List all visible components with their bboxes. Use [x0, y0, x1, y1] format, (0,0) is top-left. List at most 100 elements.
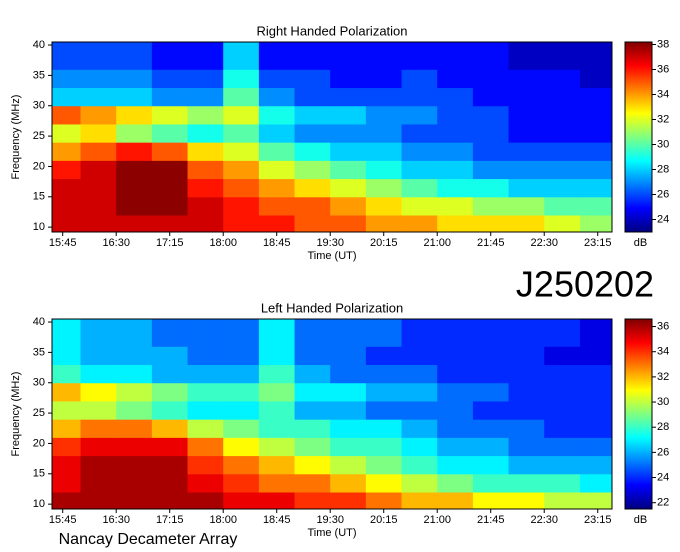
- heatmap-cell: [330, 319, 367, 347]
- heatmap-cell: [330, 215, 367, 233]
- heatmap-cell: [472, 178, 510, 198]
- heatmap-cell: [52, 364, 82, 384]
- heatmap-cell: [330, 178, 367, 198]
- heatmap-cell: [437, 123, 474, 143]
- heatmap-cell: [80, 105, 117, 125]
- heatmap-cell: [579, 42, 613, 70]
- heatmap-cell: [116, 364, 153, 384]
- heatmap-cell: [579, 437, 613, 457]
- heatmap-cell: [80, 437, 117, 457]
- heatmap-cell: [187, 42, 224, 70]
- heatmap-cell: [116, 473, 153, 493]
- x-tick-label: 23:15: [584, 514, 612, 526]
- heatmap-cell: [116, 160, 153, 180]
- x-tick-label: 19:30: [316, 514, 344, 526]
- heatmap-cell: [294, 178, 331, 198]
- heatmap-cell: [544, 492, 581, 510]
- heatmap-cell: [52, 178, 82, 198]
- colorbar: [624, 318, 653, 510]
- heatmap-cell: [579, 400, 613, 420]
- x-tick-label: 21:45: [477, 237, 505, 249]
- x-tick-label: 15:45: [49, 514, 77, 526]
- heatmap-cell: [401, 142, 438, 161]
- heatmap-cell: [472, 400, 510, 420]
- heatmap-cell: [579, 473, 613, 493]
- heatmap-cell: [544, 346, 581, 366]
- heatmap-cell: [401, 319, 438, 347]
- heatmap-cell: [437, 492, 474, 510]
- observation-id: J250202: [516, 264, 654, 305]
- heatmap-cell: [365, 473, 403, 493]
- heatmap-cell: [294, 196, 331, 216]
- plot-frame: [51, 318, 613, 510]
- heatmap-cell: [330, 455, 367, 475]
- heatmap-cell: [52, 215, 82, 233]
- heatmap-cell: [52, 437, 82, 457]
- heatmap-cell: [223, 178, 260, 198]
- heatmap-cell: [508, 319, 545, 347]
- heatmap-cell: [401, 364, 438, 384]
- heatmap-cell: [223, 492, 260, 510]
- heatmap-cell: [508, 382, 545, 402]
- heatmap-cell: [223, 215, 260, 233]
- heatmap-cell: [258, 492, 296, 510]
- heatmap-cell: [544, 382, 581, 402]
- heatmap-cell: [365, 215, 403, 233]
- heatmap-cell: [80, 492, 117, 510]
- heatmap-cell: [330, 196, 367, 216]
- heatmap-cell: [330, 105, 367, 125]
- heatmap-cell: [401, 400, 438, 420]
- colorbar-tick-label: 32: [657, 113, 669, 125]
- heatmap-cell: [579, 142, 613, 161]
- y-tick-label: 35: [33, 69, 45, 81]
- heatmap-cell: [294, 319, 331, 347]
- heatmap-cell: [116, 87, 153, 107]
- heatmap-cell: [401, 196, 438, 216]
- heatmap-cell: [401, 215, 438, 233]
- heatmap-cell: [151, 400, 189, 420]
- heatmap-cell: [116, 69, 153, 89]
- heatmap-cell: [579, 455, 613, 475]
- heatmap-cell: [116, 215, 153, 233]
- x-tick-label: 15:45: [49, 237, 77, 249]
- x-tick-label: 20:15: [370, 514, 398, 526]
- heatmap-cell: [401, 382, 438, 402]
- heatmap-cell: [365, 492, 403, 510]
- heatmap-cell: [187, 455, 224, 475]
- heatmap-cell: [52, 346, 82, 366]
- heatmap-cell: [223, 400, 260, 420]
- y-tick-label: 20: [33, 437, 45, 449]
- heatmap-cell: [258, 160, 296, 180]
- colorbar-label: dB: [634, 514, 647, 526]
- heatmap-cell: [330, 87, 367, 107]
- heatmap-cell: [365, 400, 403, 420]
- heatmap-cell: [365, 196, 403, 216]
- heatmap-cell: [151, 419, 189, 438]
- heatmap-cell: [544, 69, 581, 89]
- heatmap-cell: [52, 196, 82, 216]
- heatmap-cell: [544, 215, 581, 233]
- colorbar-tick-label: 30: [657, 138, 669, 150]
- heatmap-cell: [223, 69, 260, 89]
- y-tick-label: 40: [33, 316, 45, 328]
- heatmap-cell: [223, 346, 260, 366]
- heatmap-cell: [330, 437, 367, 457]
- heatmap-cell: [437, 69, 474, 89]
- x-tick-label: 18:00: [209, 514, 237, 526]
- heatmap-cell: [151, 123, 189, 143]
- y-tick-label: 30: [33, 377, 45, 389]
- heatmap-cell: [187, 473, 224, 493]
- heatmap-cell: [52, 142, 82, 161]
- heatmap-cell: [116, 346, 153, 366]
- heatmap-cell: [258, 455, 296, 475]
- heatmap-cell: [330, 400, 367, 420]
- x-tick-label: 22:30: [530, 514, 558, 526]
- heatmap-cell: [294, 87, 331, 107]
- colorbar-tick-label: 34: [657, 88, 669, 100]
- heatmap-cell: [52, 455, 82, 475]
- heatmap-cell: [544, 196, 581, 216]
- x-tick-label: 20:15: [370, 237, 398, 249]
- plot-frame: [51, 41, 613, 233]
- y-tick-label: 15: [33, 468, 45, 480]
- heatmap-cell: [579, 346, 613, 366]
